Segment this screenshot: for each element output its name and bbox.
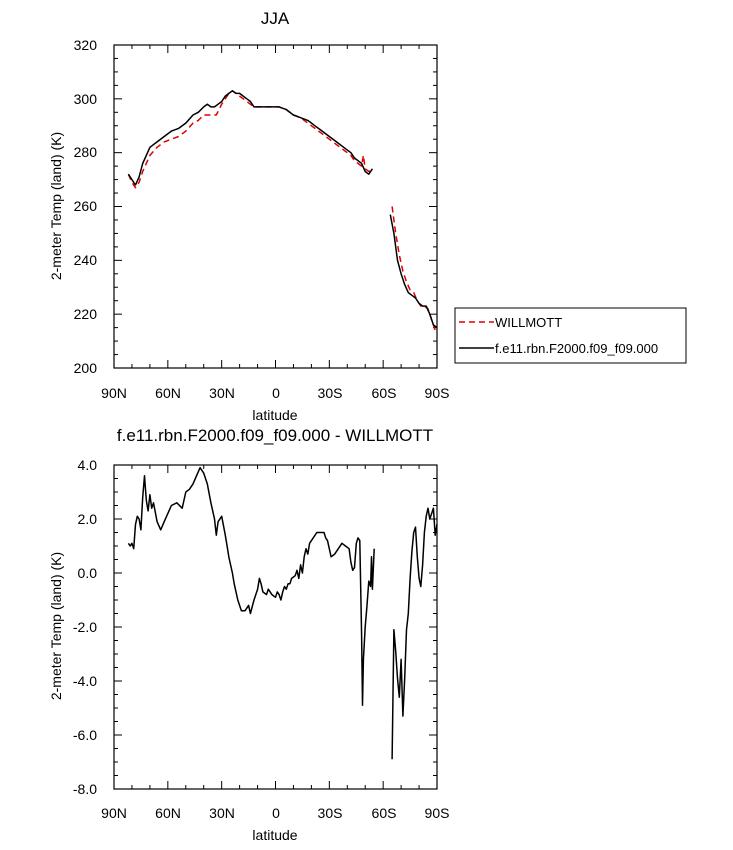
x-tick-label: 30N <box>209 805 235 821</box>
legend-label-model: f.e11.rbn.F2000.f09_f09.000 <box>495 341 658 356</box>
series-f-e11-rbn-f2000-f09-f09-000-line <box>389 214 438 329</box>
y-tick-label: 280 <box>74 144 98 160</box>
top-chart-tick-marks <box>113 44 438 369</box>
y-tick-label: -4.0 <box>73 673 97 689</box>
x-tick-label: 90S <box>425 385 450 401</box>
top-chart-ylabel: 2-meter Temp (land) (K) <box>48 132 64 280</box>
top-chart-x-tick-labels: 90N 60N 30N 0 30S 60S 90S <box>101 385 449 401</box>
legend-label-willmott: WILLMOTT <box>495 315 562 330</box>
series-f-e11-rbn-f2000-f09-f09-000-line <box>127 90 374 186</box>
x-tick-label: 60S <box>372 385 397 401</box>
series-difference-line <box>391 507 438 760</box>
y-tick-label: -8.0 <box>73 781 97 797</box>
x-tick-label: 90N <box>101 385 127 401</box>
y-tick-label: 300 <box>74 91 98 107</box>
bottom-chart: f.e11.rbn.F2000.f09_f09.000 - WILLMOTT 2… <box>48 426 449 843</box>
y-tick-label: -2.0 <box>73 619 97 635</box>
bottom-chart-tick-marks <box>113 464 438 790</box>
y-tick-label: 320 <box>74 37 98 53</box>
legend-box <box>454 307 687 364</box>
y-tick-label: 4.0 <box>78 457 98 473</box>
top-chart-xlabel: latitude <box>252 407 297 423</box>
x-tick-label: 90N <box>101 805 127 821</box>
bottom-chart-y-tick-labels: -8.0 -6.0 -4.0 -2.0 0.0 2.0 4.0 <box>73 457 97 797</box>
top-chart-title: JJA <box>261 9 290 28</box>
bottom-chart-title: f.e11.rbn.F2000.f09_f09.000 - WILLMOTT <box>117 426 433 445</box>
y-tick-label: 0.0 <box>78 565 98 581</box>
x-tick-label: 0 <box>272 385 280 401</box>
x-tick-label: 30S <box>318 805 343 821</box>
x-tick-label: 0 <box>272 805 280 821</box>
top-chart-y-tick-labels: 200 220 240 260 280 300 320 <box>74 37 98 376</box>
y-tick-label: 200 <box>74 360 98 376</box>
y-tick-label: 2.0 <box>78 511 98 527</box>
bottom-chart-xlabel: latitude <box>252 827 297 843</box>
top-chart: JJA 2-meter Temp (land) (K) latitude 200… <box>48 9 449 423</box>
series-difference-line <box>127 466 375 707</box>
bottom-chart-frame <box>113 464 438 790</box>
top-chart-frame <box>113 44 438 369</box>
y-tick-label: 260 <box>74 198 98 214</box>
x-tick-label: 60S <box>372 805 397 821</box>
bottom-chart-x-tick-labels: 90N 60N 30N 0 30S 60S 90S <box>101 805 449 821</box>
x-tick-label: 30S <box>318 385 343 401</box>
y-tick-label: 220 <box>74 306 98 322</box>
x-tick-label: 60N <box>155 385 181 401</box>
legend: WILLMOTT f.e11.rbn.F2000.f09_f09.000 <box>454 307 687 364</box>
y-tick-label: 240 <box>74 252 98 268</box>
x-tick-label: 30N <box>209 385 235 401</box>
x-tick-label: 60N <box>155 805 181 821</box>
x-tick-label: 90S <box>425 805 450 821</box>
bottom-chart-ylabel: 2-meter Temp (land) (K) <box>48 552 64 700</box>
y-tick-label: -6.0 <box>73 727 97 743</box>
top-chart-series <box>127 90 438 331</box>
bottom-chart-series <box>127 466 438 760</box>
series-willmott-line <box>127 90 373 189</box>
